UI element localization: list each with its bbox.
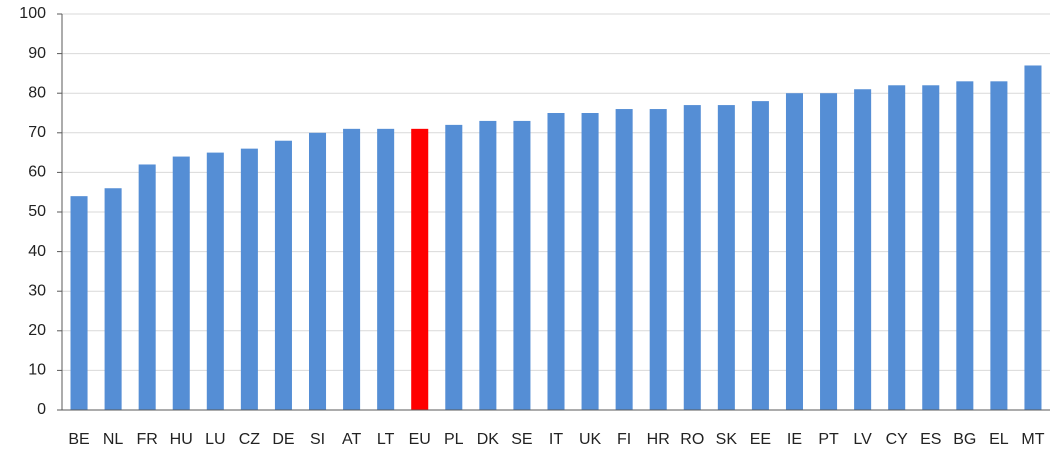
bar <box>513 120 531 411</box>
bar <box>1024 65 1042 410</box>
x-tick-label: EU <box>409 431 431 448</box>
y-tick-label: 70 <box>28 124 46 141</box>
bar <box>820 93 838 410</box>
y-tick-label: 10 <box>28 362 46 379</box>
bar <box>104 188 122 410</box>
bar <box>990 81 1008 410</box>
x-tick-label: ES <box>920 431 941 448</box>
y-tick-label: 90 <box>28 45 46 62</box>
bar <box>956 81 974 410</box>
x-tick-label: IE <box>787 431 802 448</box>
x-tick-label: BE <box>68 431 89 448</box>
x-tick-label: FI <box>617 431 631 448</box>
x-tick-label: CY <box>886 431 909 448</box>
y-tick-label: 100 <box>19 5 46 22</box>
bar <box>785 93 803 410</box>
bar <box>411 128 429 410</box>
bar <box>547 113 565 410</box>
x-tick-label: NL <box>103 431 124 448</box>
x-tick-label: DK <box>477 431 500 448</box>
bar <box>206 152 224 410</box>
x-tick-label: SI <box>310 431 325 448</box>
x-tick-label: MT <box>1021 431 1044 448</box>
x-tick-label: SK <box>716 431 738 448</box>
bar <box>683 105 701 410</box>
bar <box>70 196 88 410</box>
bar <box>922 85 940 410</box>
x-tick-label: CZ <box>239 431 261 448</box>
x-tick-label: SE <box>511 431 532 448</box>
bar <box>343 128 361 410</box>
y-tick-label: 60 <box>28 164 46 181</box>
y-tick-label: 20 <box>28 322 46 339</box>
x-tick-label: RO <box>680 431 704 448</box>
y-tick-label: 50 <box>28 203 46 220</box>
bar <box>615 109 633 410</box>
y-tick-label: 40 <box>28 243 46 260</box>
x-tick-label: LT <box>377 431 395 448</box>
bar <box>888 85 906 410</box>
x-tick-label: AT <box>342 431 361 448</box>
bar <box>445 124 463 410</box>
y-tick-label: 80 <box>28 84 46 101</box>
x-tick-label: BG <box>953 431 976 448</box>
bar <box>649 109 667 410</box>
x-tick-label: EE <box>750 431 771 448</box>
x-tick-label: IT <box>549 431 563 448</box>
x-tick-label: HR <box>647 431 670 448</box>
bar <box>717 105 735 410</box>
x-tick-label: PL <box>444 431 464 448</box>
x-tick-label: UK <box>579 431 602 448</box>
x-tick-label: LU <box>205 431 225 448</box>
x-tick-label: PT <box>818 431 839 448</box>
y-tick-label: 30 <box>28 282 46 299</box>
bar <box>751 101 769 411</box>
x-tick-label: DE <box>272 431 294 448</box>
x-tick-label: FR <box>137 431 158 448</box>
bar <box>172 156 190 410</box>
bar <box>240 148 258 410</box>
y-tick-label: 0 <box>37 401 46 418</box>
x-tick-label: EL <box>989 431 1009 448</box>
bar <box>479 120 497 411</box>
bar <box>138 164 156 410</box>
bar <box>581 113 599 410</box>
bar <box>854 89 872 411</box>
x-tick-label: LV <box>853 431 872 448</box>
bar <box>274 140 292 410</box>
bar <box>377 128 395 410</box>
x-tick-label: HU <box>170 431 193 448</box>
bar <box>309 132 327 411</box>
